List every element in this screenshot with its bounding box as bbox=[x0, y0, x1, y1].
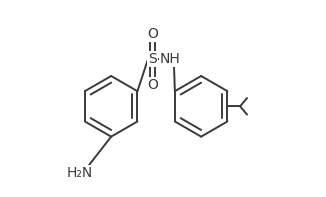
Text: S: S bbox=[148, 52, 156, 66]
Text: NH: NH bbox=[159, 52, 180, 66]
Text: H₂N: H₂N bbox=[67, 166, 93, 180]
Text: O: O bbox=[147, 78, 158, 92]
Text: O: O bbox=[147, 27, 158, 41]
